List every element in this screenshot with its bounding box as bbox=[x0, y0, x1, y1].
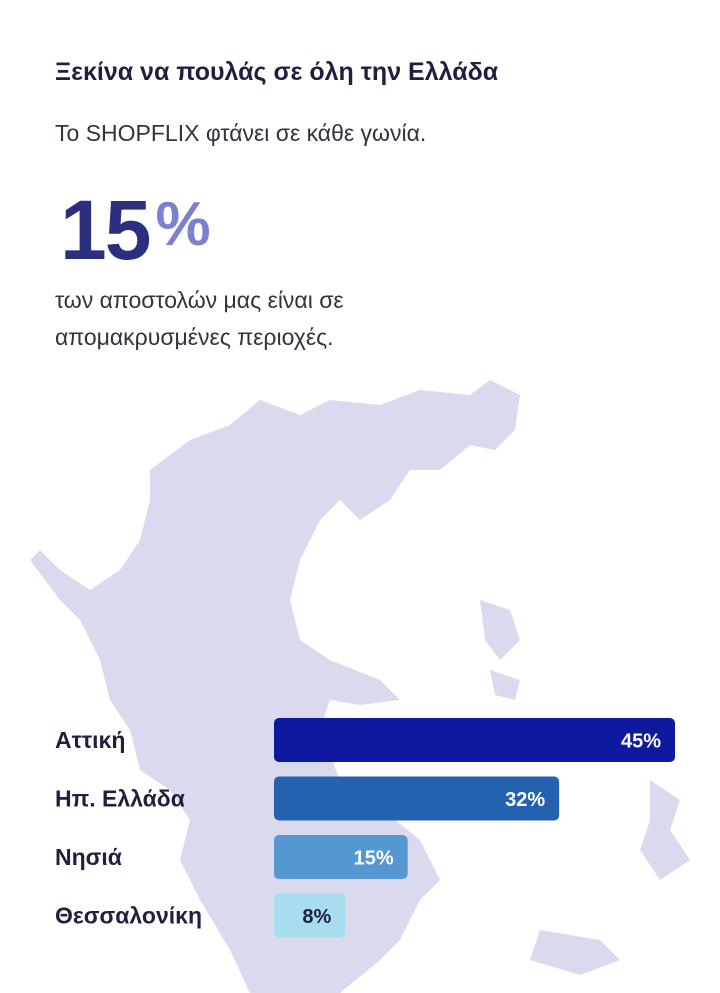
value-label: 32% bbox=[505, 789, 545, 811]
stat-number: 15 bbox=[60, 183, 151, 277]
stat-unit: % bbox=[155, 190, 211, 259]
subtitle: Το SHOPFLIX φτάνει σε κάθε γωνία. bbox=[55, 120, 427, 146]
value-label: 8% bbox=[302, 906, 331, 928]
bar bbox=[274, 776, 560, 821]
value-label: 15% bbox=[354, 847, 394, 869]
map-of-greece bbox=[30, 380, 690, 993]
category-label: Αττική bbox=[55, 727, 125, 753]
category-label: Θεσσαλονίκη bbox=[55, 903, 202, 929]
description-line: των αποστολών μας είναι σε bbox=[55, 287, 344, 313]
bar bbox=[274, 718, 675, 762]
category-label: Νησιά bbox=[55, 844, 122, 870]
bar bbox=[274, 893, 346, 938]
stat: 15% bbox=[60, 188, 211, 272]
bar bbox=[274, 835, 408, 879]
description-line: απομακρυσμένες περιοχές. bbox=[55, 324, 334, 350]
stat-description: των αποστολών μας είναι σε απομακρυσμένες… bbox=[55, 282, 344, 356]
category-label: Ηπ. Ελλάδα bbox=[55, 786, 185, 812]
value-label: 45% bbox=[621, 730, 661, 752]
title: Ξεκίνα να πουλάς σε όλη την Ελλάδα bbox=[55, 58, 499, 86]
